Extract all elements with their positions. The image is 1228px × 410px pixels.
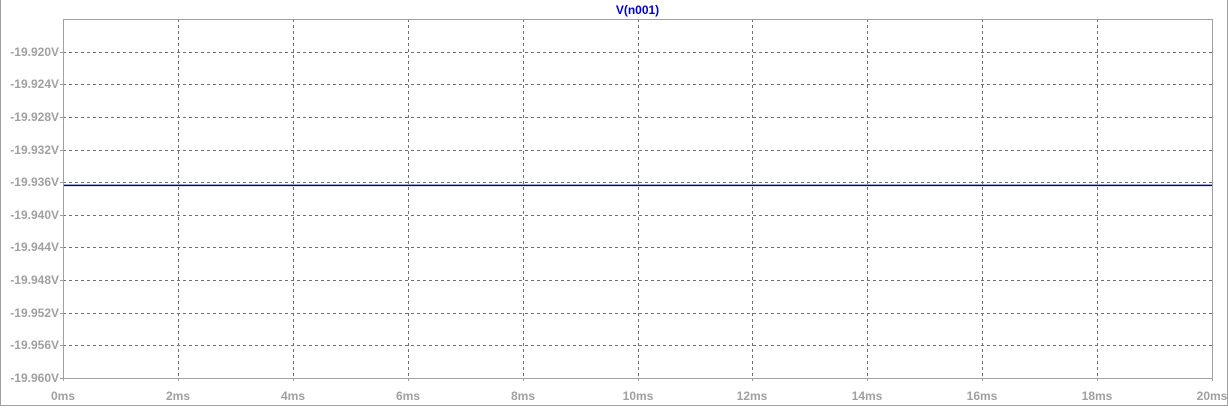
x-tick-label: 14ms (852, 389, 883, 403)
y-tick-label: -19.956V (10, 338, 59, 352)
y-tick-label: -19.920V (10, 45, 59, 59)
grid-layer (63, 19, 1212, 379)
y-tick-label: -19.932V (10, 143, 59, 157)
y-tick-label: -19.936V (10, 175, 59, 189)
y-tick-label: -19.948V (10, 273, 59, 287)
axis-layer: 0ms 2ms 4ms 6ms 8ms 10ms 12ms 14ms 16ms 18ms 20ms -… (10, 45, 1227, 403)
x-tick-label: 0ms (51, 389, 75, 403)
x-tick-label: 6ms (396, 389, 420, 403)
x-tick-label: 4ms (281, 389, 305, 403)
x-tick-label: 8ms (511, 389, 535, 403)
x-tick-label: 20ms (1197, 389, 1227, 403)
y-tick-label: -19.928V (10, 110, 59, 124)
x-tick-label: 10ms (623, 389, 654, 403)
y-tick-label: -19.960V (10, 371, 59, 385)
y-tick-label: -19.940V (10, 208, 59, 222)
y-tick-label: -19.952V (10, 306, 59, 320)
x-tick-label: 2ms (166, 389, 190, 403)
x-tick-label: 18ms (1082, 389, 1113, 403)
y-tick-label: -19.924V (10, 77, 59, 91)
x-tick-label: 12ms (737, 389, 768, 403)
y-tick-label: -19.944V (10, 240, 59, 254)
trace-title[interactable]: V(n001) (616, 3, 659, 17)
x-tick-label: 16ms (967, 389, 998, 403)
